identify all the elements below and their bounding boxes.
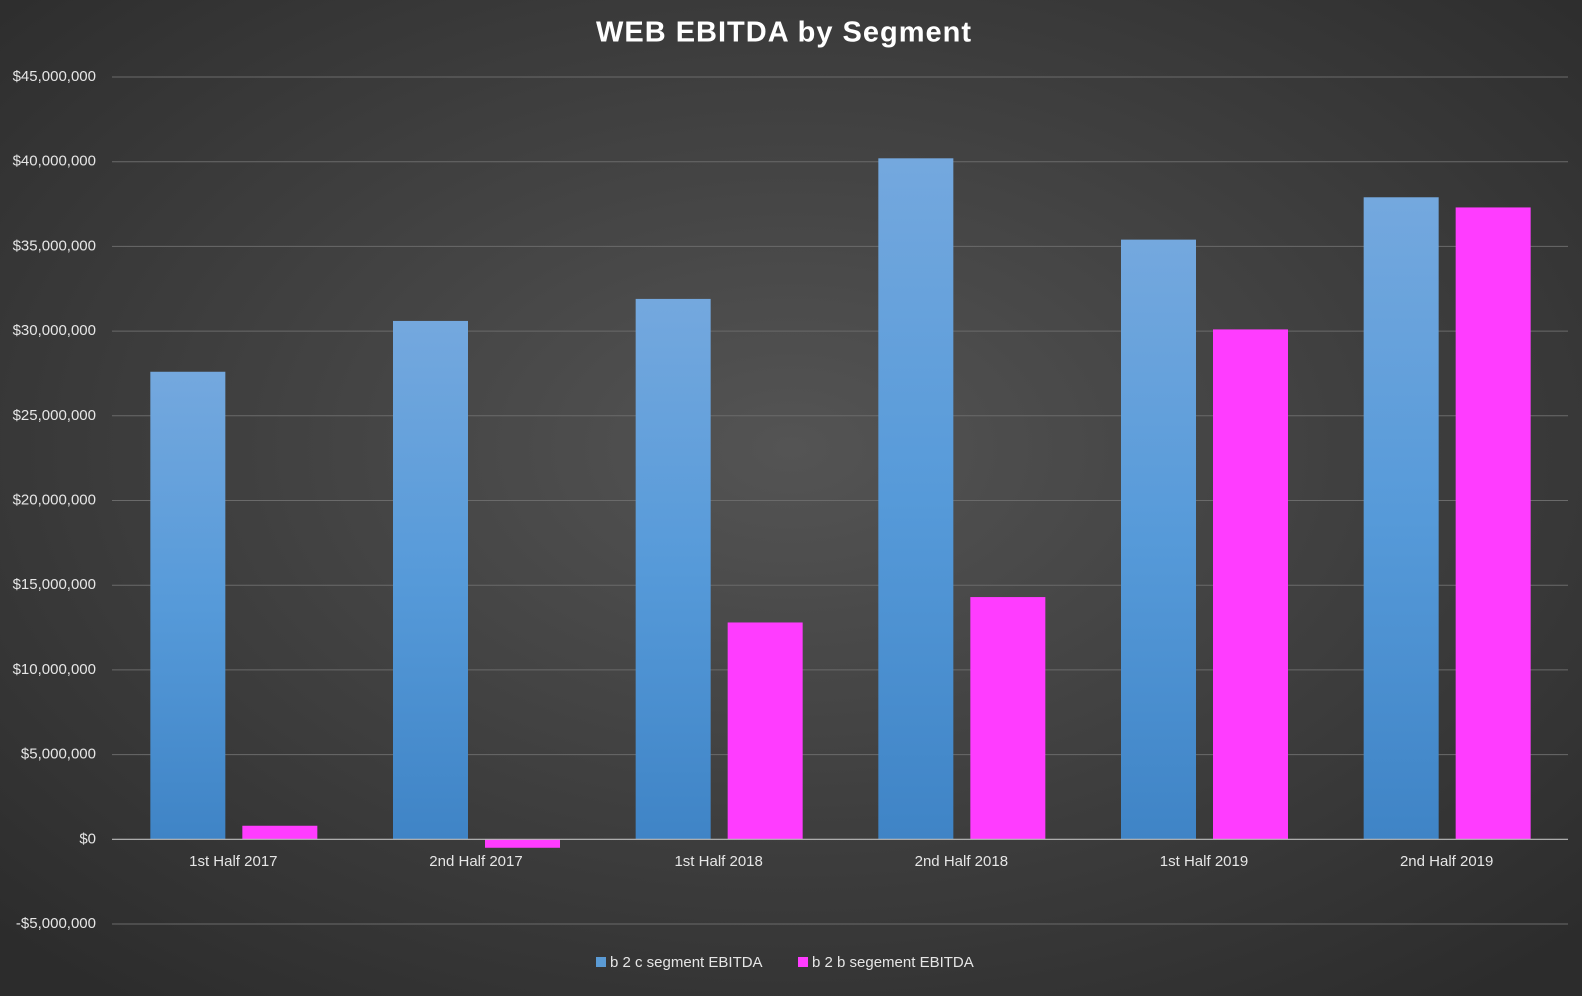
bar [150,371,226,840]
x-tick-label: 2nd Half 2017 [429,853,522,870]
y-tick-label: $40,000,000 [13,153,96,170]
bar [970,597,1046,840]
y-tick-label: $35,000,000 [13,237,96,254]
y-tick-label: -$5,000,000 [16,915,96,932]
bar [635,298,711,840]
legend-swatch [596,957,606,967]
bar [1121,239,1196,840]
bar [393,320,468,840]
bar [1213,329,1288,840]
legend-swatch [798,957,808,967]
y-tick-label: $0 [79,830,96,847]
bar [727,622,803,840]
chart-title: WEB EBITDA by Segment [596,17,972,49]
y-tick-label: $20,000,000 [13,491,96,508]
y-tick-label: $45,000,000 [13,68,96,85]
y-tick-label: $5,000,000 [21,746,96,763]
x-tick-label: 2nd Half 2018 [915,853,1008,870]
bar [485,839,560,848]
y-tick-label: $15,000,000 [13,576,96,593]
y-tick-label: $10,000,000 [13,661,96,678]
legend-label: b 2 c segment EBITDA [610,954,763,971]
x-tick-label: 1st Half 2017 [189,853,277,870]
y-tick-label: $30,000,000 [13,322,96,339]
bar [1455,207,1531,840]
bar [878,158,954,840]
bar [1363,197,1439,840]
x-tick-label: 1st Half 2019 [1160,853,1248,870]
x-tick-label: 1st Half 2018 [674,853,762,870]
legend-label: b 2 b segement EBITDA [812,954,974,971]
bar [242,825,318,840]
y-tick-label: $25,000,000 [13,407,96,424]
x-tick-label: 2nd Half 2019 [1400,853,1493,870]
